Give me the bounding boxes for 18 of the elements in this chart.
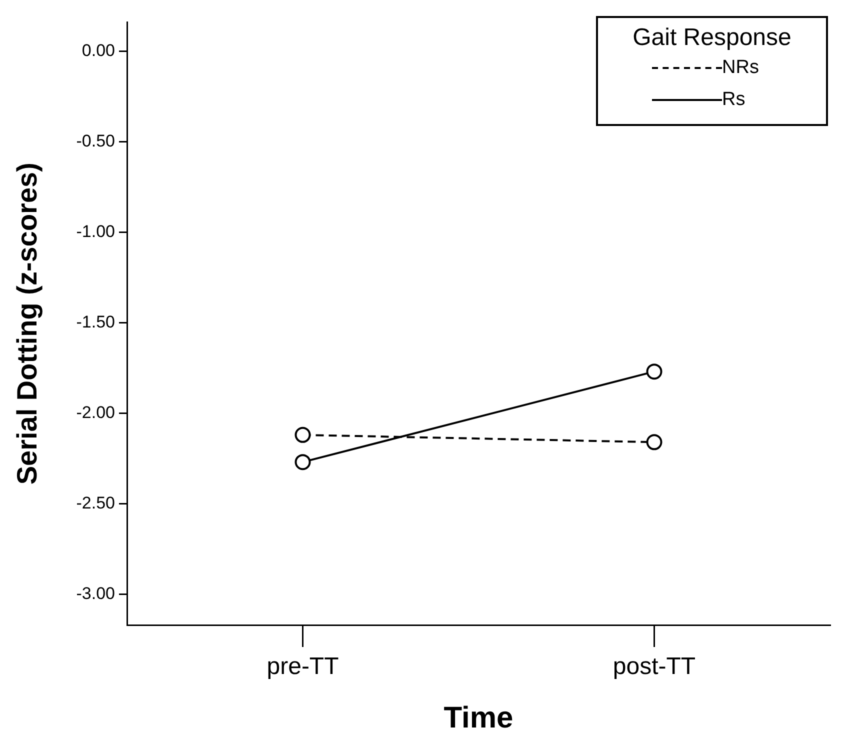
- y-tick-label: -1.50: [76, 312, 115, 332]
- x-tick-label: post-TT: [612, 653, 696, 680]
- legend-label: Rs: [722, 89, 746, 111]
- y-tick-label: -2.50: [76, 493, 115, 512]
- point: [646, 434, 662, 450]
- x-axis-title: Time: [444, 701, 514, 734]
- y-tick-label: -3.00: [76, 584, 115, 603]
- y-tick-label: -2.00: [76, 402, 115, 422]
- y-tick-label: -0.50: [76, 131, 115, 150]
- point: [646, 364, 662, 380]
- y-tick-label: 0.00: [82, 40, 115, 60]
- x-tick-label: pre-TT: [266, 653, 340, 680]
- point: [294, 426, 311, 443]
- y-tick-label: -1.00: [76, 222, 115, 241]
- legend-label: NRs: [722, 57, 759, 79]
- point: [294, 454, 311, 470]
- legend-title: Gait Response: [632, 24, 792, 52]
- y-axis-title: Serial Dotting (z-scores): [12, 162, 43, 485]
